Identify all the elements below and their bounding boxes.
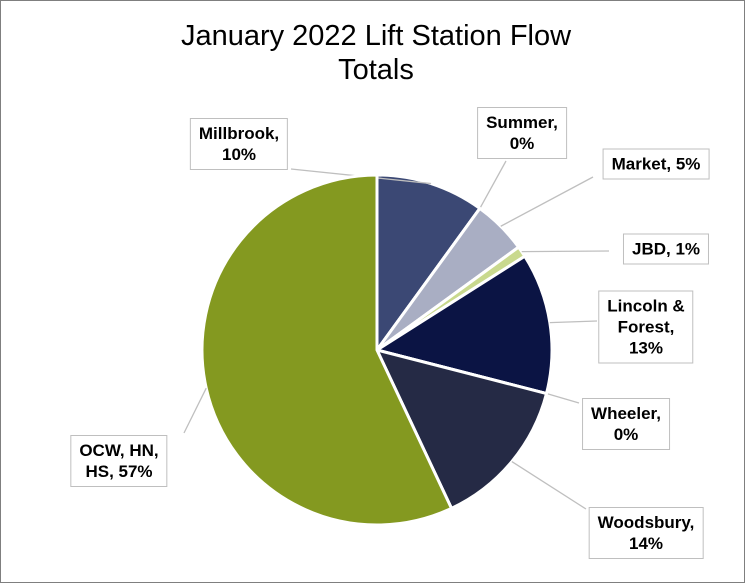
data-label-line: HS, 57%	[85, 462, 153, 481]
data-label: Market, 5%	[602, 148, 710, 180]
data-label-line: 0%	[509, 134, 535, 153]
data-label-line: 14%	[628, 534, 664, 553]
data-label-line: 10%	[221, 145, 257, 164]
data-label-line: Lincoln &	[607, 296, 685, 316]
leader-line	[511, 461, 587, 510]
pie-slice	[373, 254, 554, 396]
data-label: Summer, 0%	[477, 107, 567, 159]
data-label-line: Summer,	[486, 113, 558, 132]
data-label: Lincoln & Forest, 13%	[598, 290, 694, 364]
data-label: Woodsbury, 14%	[588, 507, 704, 559]
pie-slice	[200, 173, 454, 527]
data-label: OCW, HN, HS, 57%	[70, 435, 168, 487]
data-label-line: JBD, 1%	[631, 239, 701, 259]
data-label-line: Wheeler,	[591, 404, 661, 423]
leader-line	[549, 320, 598, 324]
data-label: Wheeler, 0%	[582, 398, 670, 450]
data-label-line: Millbrook,	[198, 124, 280, 143]
data-label: Millbrook, 10%	[189, 118, 289, 170]
leader-line	[479, 160, 507, 209]
data-label-line: Market, 5%	[611, 154, 701, 174]
data-label-line: Woodsbury,	[597, 513, 695, 532]
leader-line	[521, 250, 610, 253]
data-label: JBD, 1%	[622, 233, 710, 265]
data-label-line: Forest,	[617, 317, 675, 337]
leader-line	[546, 392, 580, 404]
data-label-line: 13%	[628, 338, 664, 358]
leader-line	[500, 176, 594, 227]
data-label-line: 0%	[613, 425, 639, 444]
data-label-line: OCW, HN,	[79, 441, 159, 460]
leader-line	[183, 387, 207, 434]
chart-title: January 2022 Lift Station Flow Totals	[180, 20, 572, 86]
